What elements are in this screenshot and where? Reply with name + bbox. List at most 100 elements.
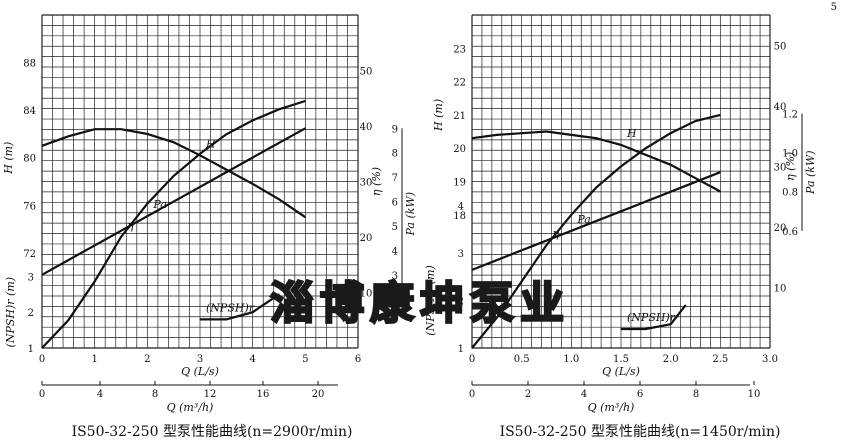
eta-curve-point <box>670 132 672 134</box>
x-tick-label: 2.5 <box>712 354 728 365</box>
eta-curve <box>41 99 306 349</box>
x-tick-label: 3 <box>197 354 203 365</box>
h-curve-point <box>595 137 597 139</box>
eta-curve-point <box>595 186 597 189</box>
x2-tick-label: 10 <box>748 389 761 400</box>
h-curve-point <box>41 145 43 147</box>
eta-tick-label: 10 <box>360 289 373 300</box>
eta-curve-point <box>719 114 721 116</box>
pa-tick-label: 6 <box>392 198 398 209</box>
x2-tick-label: 2 <box>525 389 531 400</box>
pa-tick-label: 0.8 <box>782 188 798 199</box>
h-curve-point <box>67 135 69 137</box>
pa-curve-point <box>521 249 523 251</box>
x2-tick-label: 4 <box>581 389 587 400</box>
eta-tick-label: 50 <box>360 67 373 78</box>
chart-2 <box>471 14 803 386</box>
x-tick-label: 1 <box>91 354 97 365</box>
pa-curve-point <box>620 210 622 212</box>
npsh-curve <box>200 293 280 321</box>
eta-axis-label: η (%) <box>784 152 797 181</box>
eta-curve-point <box>67 319 69 321</box>
npsh-curve-point <box>252 311 254 313</box>
h-curve-point <box>570 134 572 136</box>
eta-axis-label: η (%) <box>370 167 383 196</box>
pa-curve-label: Pa <box>576 213 590 226</box>
npsh-curve <box>621 304 687 331</box>
eta-curve-point <box>645 147 647 149</box>
pa-tick-label: 8 <box>392 149 398 160</box>
eta-curve-point <box>94 280 96 282</box>
npsh-curve-point <box>225 318 227 320</box>
pa-tick-label: 9 <box>392 124 398 135</box>
h-tick-label: 21 <box>453 111 466 122</box>
x-tick-label: 1.0 <box>563 354 579 365</box>
pa-curve-point <box>94 244 96 247</box>
pa-tick-label: 0.6 <box>782 227 798 238</box>
npsh-tick-label: 2 <box>28 308 34 319</box>
pa-curve-point <box>719 171 721 173</box>
h-axis-label: H (m) <box>2 142 15 175</box>
h-curve <box>471 130 721 193</box>
x-axis-label: Q (L/s) <box>181 365 219 378</box>
h-curve-point <box>521 132 523 134</box>
h-curve-point <box>94 128 96 130</box>
pa-tick-label: 4 <box>392 246 398 257</box>
h-curve-point <box>645 154 647 156</box>
x2-tick-label: 8 <box>152 389 158 400</box>
eta-curve-point <box>278 108 280 110</box>
pa-tick-label: 7 <box>392 173 398 184</box>
pa-tick-label: 2 <box>392 295 398 306</box>
pa-axis-label: Pa (kW) <box>804 150 817 195</box>
eta-curve-point <box>120 236 122 238</box>
pa-curve-label: Pa <box>152 198 166 211</box>
x2-tick-label: 6 <box>637 389 643 400</box>
x2-tick-label: 16 <box>257 389 270 400</box>
pa-curve-point <box>570 230 572 232</box>
watermark-text: 淄博康坤泵业 <box>270 278 570 329</box>
x2-tick-label: 12 <box>204 389 217 400</box>
chart-caption: IS50-32-250 型泵性能曲线(n=2900r/min) <box>72 424 353 440</box>
h-curve-point <box>173 141 175 143</box>
npsh-curve-point <box>670 323 672 325</box>
h-curve-point <box>252 183 254 185</box>
h-axis-label: H (m) <box>432 99 445 132</box>
npsh-curve-point <box>278 293 280 295</box>
chart-caption: IS50-32-250 型泵性能曲线(n=1450r/min) <box>500 424 781 440</box>
npsh-tick-label: 1 <box>28 344 34 355</box>
eta-tick-label: 40 <box>360 122 373 133</box>
x-tick-label: 0 <box>469 354 475 365</box>
pa-curve-point <box>252 156 254 159</box>
h-tick-label: 20 <box>453 144 466 155</box>
pa-curve <box>471 171 721 271</box>
h-curve-label: H <box>626 127 637 140</box>
npsh-curve-point <box>684 304 687 306</box>
chart-1 <box>41 14 403 386</box>
h-curve-point <box>304 216 306 218</box>
x2-axis-label: Q (m³/h) <box>588 401 635 414</box>
npsh-tick-label: 3 <box>28 272 34 283</box>
x-tick-label: 4 <box>249 354 255 365</box>
pa-curve-point <box>41 274 43 276</box>
h-curve-point <box>545 130 548 133</box>
h-tick-label: 22 <box>453 78 466 89</box>
npsh-tick-label: 1 <box>458 344 464 355</box>
pa-tick-label: 5 <box>392 222 398 233</box>
h-tick-label: 18 <box>453 211 466 222</box>
eta-tick-label: 50 <box>774 41 787 52</box>
npsh-curve-point <box>199 318 201 320</box>
eta-curve-point <box>570 214 572 216</box>
h-tick-label: 76 <box>23 201 36 212</box>
x2-tick-label: 0 <box>469 389 475 400</box>
h-curve-point <box>694 177 697 179</box>
npsh-axis-label: (NPSH)r (m) <box>424 265 437 336</box>
h-curve-point <box>120 128 122 130</box>
eta-tick-label: 20 <box>360 233 373 244</box>
eta-tick-label: 40 <box>774 102 787 113</box>
eta-curve-label: η <box>127 219 134 232</box>
eta-curve-point <box>620 165 622 167</box>
eta-curve-point <box>173 175 175 177</box>
page-number: 5 <box>831 2 837 13</box>
x-tick-label: 3.0 <box>762 354 778 365</box>
h-curve-point <box>278 198 280 200</box>
